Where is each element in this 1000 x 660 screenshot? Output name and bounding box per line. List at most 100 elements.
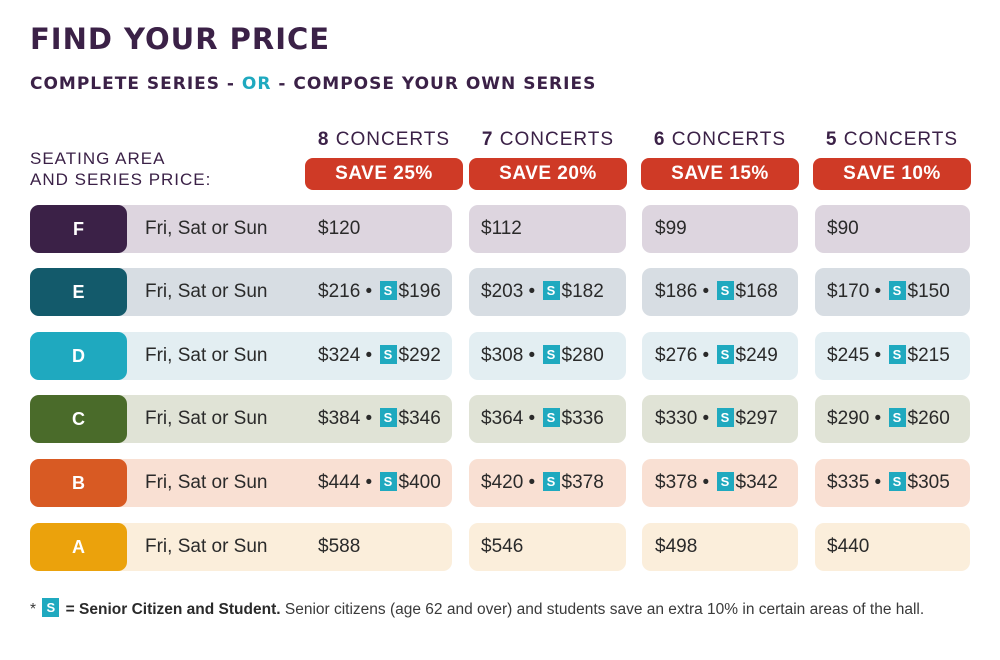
price-cell: $420 • S $378 — [469, 459, 626, 507]
price-cell: $498 — [642, 523, 798, 571]
price-cell: $120 — [318, 205, 360, 253]
full-price: $290 — [827, 408, 870, 429]
performance-days: Fri, Sat or Sun — [145, 281, 268, 302]
seating-area-badge: C — [30, 395, 127, 443]
price-cell: $330 • S $297 — [642, 395, 798, 443]
page-subtitle: COMPLETE SERIES - OR - COMPOSE YOUR OWN … — [30, 74, 596, 94]
full-price: $90 — [827, 218, 859, 239]
concert-count: 7 CONCERTS — [469, 126, 627, 154]
price-cell: $588 — [318, 523, 360, 571]
senior-student-marker: S — [716, 281, 734, 300]
full-price: $276 — [655, 345, 698, 366]
performance-days: Fri, Sat or Sun — [145, 536, 268, 557]
senior-student-marker: S — [542, 472, 560, 491]
seating-area-badge: A — [30, 523, 127, 571]
senior-student-price: $378 — [561, 472, 604, 493]
concert-count-number: 7 — [481, 129, 494, 150]
price-cell: $290 • S $260 — [815, 395, 970, 443]
price-row: F Fri, Sat or Sun $120 $112 $99 $90 — [30, 205, 970, 253]
price-cell: $99 — [642, 205, 798, 253]
full-price: $546 — [481, 536, 524, 557]
full-price: $364 — [481, 408, 524, 429]
footnote: * S = Senior Citizen and Student. Senior… — [30, 598, 924, 619]
concert-count-number: 6 — [653, 129, 666, 150]
full-price: $444 — [318, 472, 361, 493]
full-price: $203 — [481, 281, 524, 302]
senior-student-marker: S — [542, 281, 560, 300]
column-header: 5 CONCERTS SAVE 10% — [813, 126, 971, 190]
concert-count-word: CONCERTS — [843, 129, 959, 150]
senior-student-price: $168 — [735, 281, 778, 302]
price-cell: $203 • S $182 — [469, 268, 626, 316]
seating-area-badge: D — [30, 332, 127, 380]
save-badge: SAVE 25% — [305, 158, 463, 190]
price-cell: $364 • S $336 — [469, 395, 626, 443]
senior-student-price: $150 — [907, 281, 950, 302]
senior-student-price: $297 — [735, 408, 778, 429]
senior-student-marker: S — [716, 345, 734, 364]
senior-student-price: $182 — [561, 281, 604, 302]
full-price: $112 — [481, 218, 522, 239]
senior-student-price: $196 — [398, 281, 441, 302]
price-cell: $335 • S $305 — [815, 459, 970, 507]
price-cell: $440 — [815, 523, 970, 571]
senior-student-marker: S — [542, 345, 560, 364]
page-title: FIND YOUR PRICE — [30, 22, 331, 56]
price-cell: $112 — [469, 205, 626, 253]
subtitle-complete-series: COMPLETE SERIES - — [30, 74, 235, 94]
senior-student-price: $346 — [398, 408, 441, 429]
price-cell: $546 — [469, 523, 626, 571]
price-row: D Fri, Sat or Sun $324 • S $292 $308 • S $280… — [30, 332, 970, 380]
full-price: $308 — [481, 345, 524, 366]
full-price: $120 — [318, 218, 361, 239]
senior-student-price: $305 — [907, 472, 950, 493]
price-cell: $90 — [815, 205, 970, 253]
price-cell: $324 • S $292 — [318, 345, 441, 366]
senior-student-price: $342 — [735, 472, 778, 493]
concert-count-word: CONCERTS — [335, 129, 451, 150]
senior-student-marker: S — [716, 472, 734, 491]
column-header: 8 CONCERTS SAVE 25% — [305, 126, 463, 190]
senior-student-marker: S — [888, 472, 906, 491]
price-cell: $186 • S $168 — [642, 268, 798, 316]
column-header: 6 CONCERTS SAVE 15% — [641, 126, 799, 190]
senior-student-price: $280 — [561, 345, 604, 366]
subtitle-compose-series: - COMPOSE YOUR OWN SERIES — [278, 74, 597, 94]
senior-student-marker: S — [888, 345, 906, 364]
price-row: E Fri, Sat or Sun $216 • S $196 $203 • S $182… — [30, 268, 970, 316]
price-cell: $444 • S $400 — [318, 472, 441, 493]
seating-area-label: SEATING AREA AND SERIES PRICE: — [30, 148, 211, 190]
price-cell: $384 • S $346 — [318, 408, 441, 429]
save-badge: SAVE 15% — [641, 158, 799, 190]
full-price: $170 — [827, 281, 870, 302]
seating-area-badge: E — [30, 268, 127, 316]
footnote-text: Senior citizens (age 62 and over) and st… — [284, 601, 925, 618]
price-cell: $276 • S $249 — [642, 332, 798, 380]
save-badge: SAVE 20% — [469, 158, 627, 190]
performance-days: Fri, Sat or Sun — [145, 345, 268, 366]
senior-student-marker: S — [379, 281, 397, 300]
save-badge: SAVE 10% — [813, 158, 971, 190]
full-price: $245 — [827, 345, 870, 366]
price-row: B Fri, Sat or Sun $444 • S $400 $420 • S $378… — [30, 459, 970, 507]
concert-count-word: CONCERTS — [499, 129, 615, 150]
seating-area-label-line2: AND SERIES PRICE: — [30, 170, 212, 189]
senior-student-marker: S — [716, 408, 734, 427]
performance-days: Fri, Sat or Sun — [145, 408, 268, 429]
seating-area-label-line1: SEATING AREA — [30, 149, 166, 168]
full-price: $330 — [655, 408, 698, 429]
full-price: $588 — [318, 536, 361, 557]
full-price: $216 — [318, 281, 361, 302]
senior-student-marker: S — [542, 408, 560, 427]
full-price: $99 — [655, 218, 687, 239]
full-price: $335 — [827, 472, 870, 493]
senior-student-marker: S — [379, 472, 397, 491]
subtitle-or: OR — [241, 74, 272, 94]
senior-student-price: $215 — [907, 345, 950, 366]
performance-days: Fri, Sat or Sun — [145, 472, 268, 493]
senior-student-price: $292 — [398, 345, 441, 366]
full-price: $186 — [655, 281, 698, 302]
full-price: $498 — [655, 536, 698, 557]
concert-count-word: CONCERTS — [671, 129, 787, 150]
full-price: $420 — [481, 472, 524, 493]
